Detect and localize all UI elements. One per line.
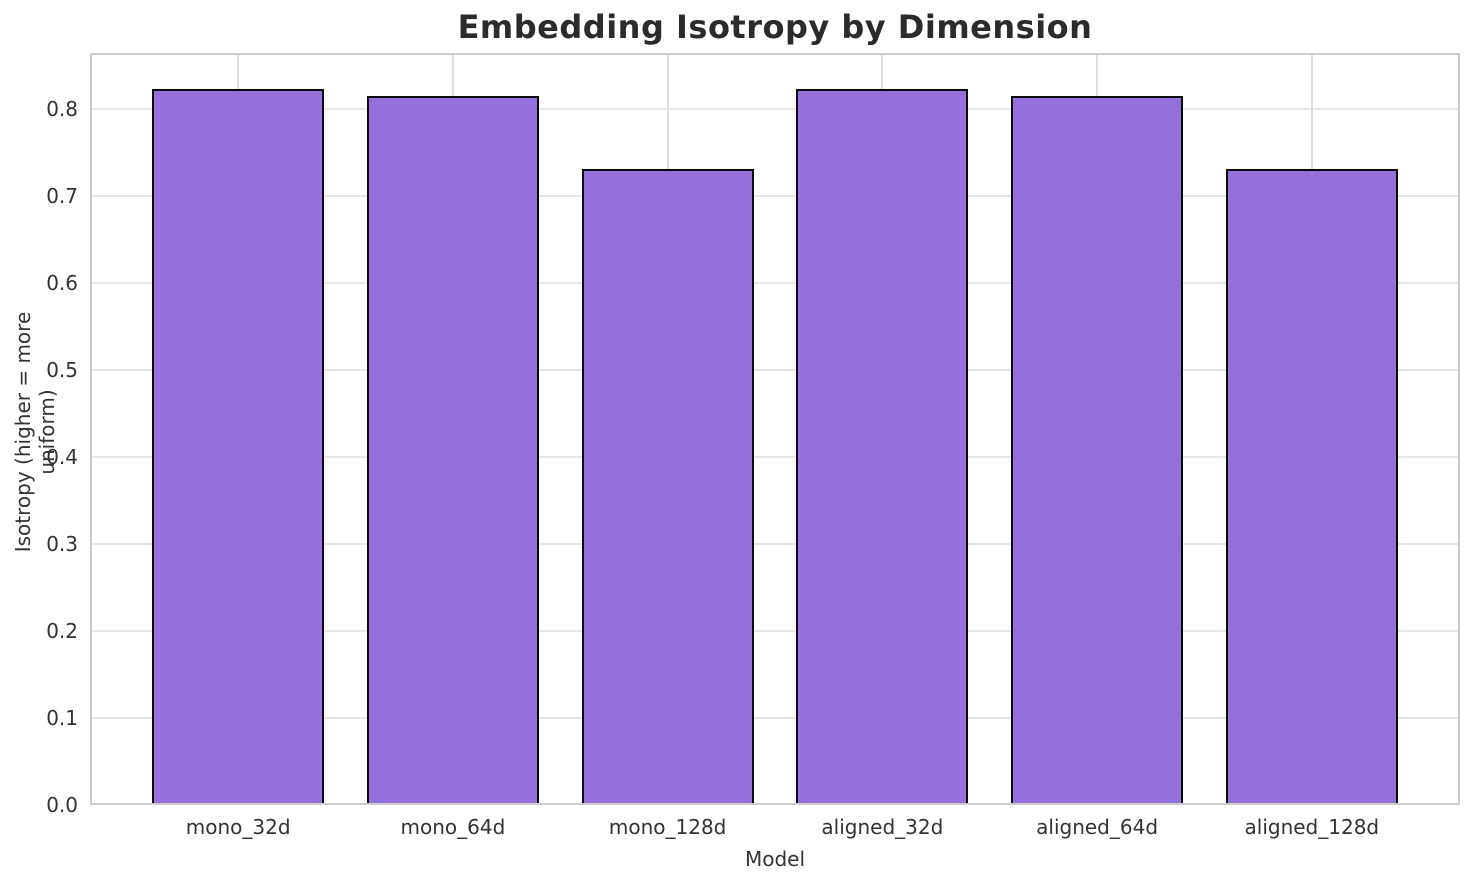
bar-aligned_128d (1225, 168, 1398, 803)
h-gridline-0.2 (92, 629, 1458, 632)
x-tick-label-aligned_128d: aligned_128d (1244, 815, 1380, 839)
y-tick-label-0.3: 0.3 (46, 531, 78, 556)
bar-mono_128d (581, 168, 754, 803)
h-gridline-0.1 (92, 716, 1458, 719)
x-tick-label-aligned_32d: aligned_32d (821, 815, 944, 839)
y-tick-label-0.2: 0.2 (46, 618, 78, 643)
y-tick-label-0.0: 0.0 (46, 793, 78, 817)
h-gridline-0.3 (92, 542, 1458, 545)
y-tick-label-0.5: 0.5 (46, 357, 78, 382)
h-gridline-0.5 (92, 368, 1458, 371)
y-tick-label-0.1: 0.1 (46, 705, 78, 730)
y-tick-label-0.7: 0.7 (46, 183, 78, 208)
bar-aligned_32d (796, 88, 969, 803)
h-gridline-0.6 (92, 281, 1458, 284)
x-tick-label-mono_64d: mono_64d (400, 815, 506, 839)
x-axis-label: Model (744, 847, 806, 871)
h-gridline-0.7 (92, 194, 1458, 197)
plot-area (90, 53, 1460, 805)
x-tick-label-aligned_64d: aligned_64d (1036, 815, 1159, 839)
bar-mono_64d (367, 95, 539, 803)
h-gridline-0.8 (92, 107, 1458, 110)
chart-title: Embedding Isotropy by Dimension (457, 8, 1093, 46)
bar-aligned_64d (1011, 95, 1183, 803)
x-tick-label-mono_32d: mono_32d (185, 815, 291, 839)
y-tick-label-0.8: 0.8 (46, 96, 78, 121)
bar-mono_32d (152, 88, 325, 803)
h-gridline-0.4 (92, 455, 1458, 458)
x-tick-label-mono_128d: mono_128d (608, 815, 727, 839)
y-tick-label-0.6: 0.6 (46, 270, 78, 295)
y-tick-label-0.4: 0.4 (46, 444, 78, 469)
